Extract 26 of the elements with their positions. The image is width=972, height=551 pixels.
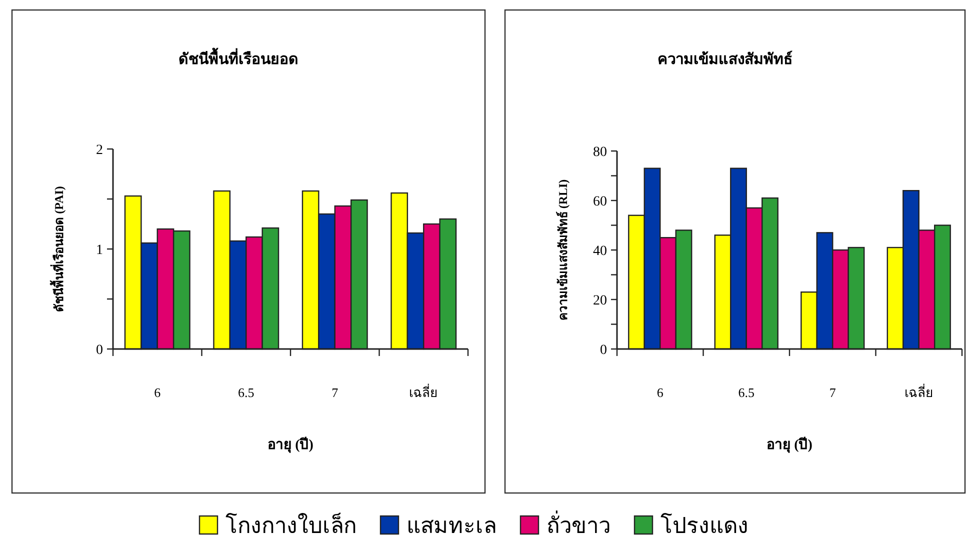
y-tick-label: 80 (593, 145, 607, 160)
legend-label: แสมทะเล (406, 513, 496, 538)
y-tick-label: 60 (593, 194, 607, 210)
y-axis-title: ความเข้มแสงสัมพัทธ์ (RLI) (556, 179, 570, 321)
x-tick-label: เฉลี่ย (904, 384, 934, 400)
legend-label: โปรงแดง (660, 513, 748, 538)
x-tick-label: 6.5 (238, 385, 254, 400)
chart-title: ความเข้มแสงสัมพัทธ์ (658, 50, 792, 68)
y-axis-title: ดัชนีพื้นที่เรือนยอด (PAI) (49, 186, 66, 312)
x-tick-label: เฉลี่ย (409, 384, 438, 400)
y-tick-label: 1 (96, 243, 103, 258)
x-axis-title: อายุ (ปี) (268, 437, 314, 453)
chart-title: ดัชนีพื้นที่เรือนยอด (178, 47, 298, 68)
legend-label: โกงกางใบเล็ก (226, 511, 356, 538)
x-tick-label: 6.5 (738, 385, 754, 400)
y-tick-label: 0 (96, 343, 103, 358)
y-tick-label: 40 (593, 244, 607, 259)
x-tick-label: 7 (829, 385, 836, 400)
y-tick-label: 20 (593, 294, 607, 308)
x-tick-label: 6 (656, 385, 664, 400)
x-tick-label: 7 (332, 385, 339, 400)
legend-label: ถั่วขาว (546, 510, 610, 538)
x-tick-label: 6 (154, 385, 162, 400)
y-tick-label: 0 (600, 343, 607, 358)
y-tick-label: 2 (96, 143, 103, 158)
x-axis-title: อายุ (ปี) (766, 437, 813, 453)
